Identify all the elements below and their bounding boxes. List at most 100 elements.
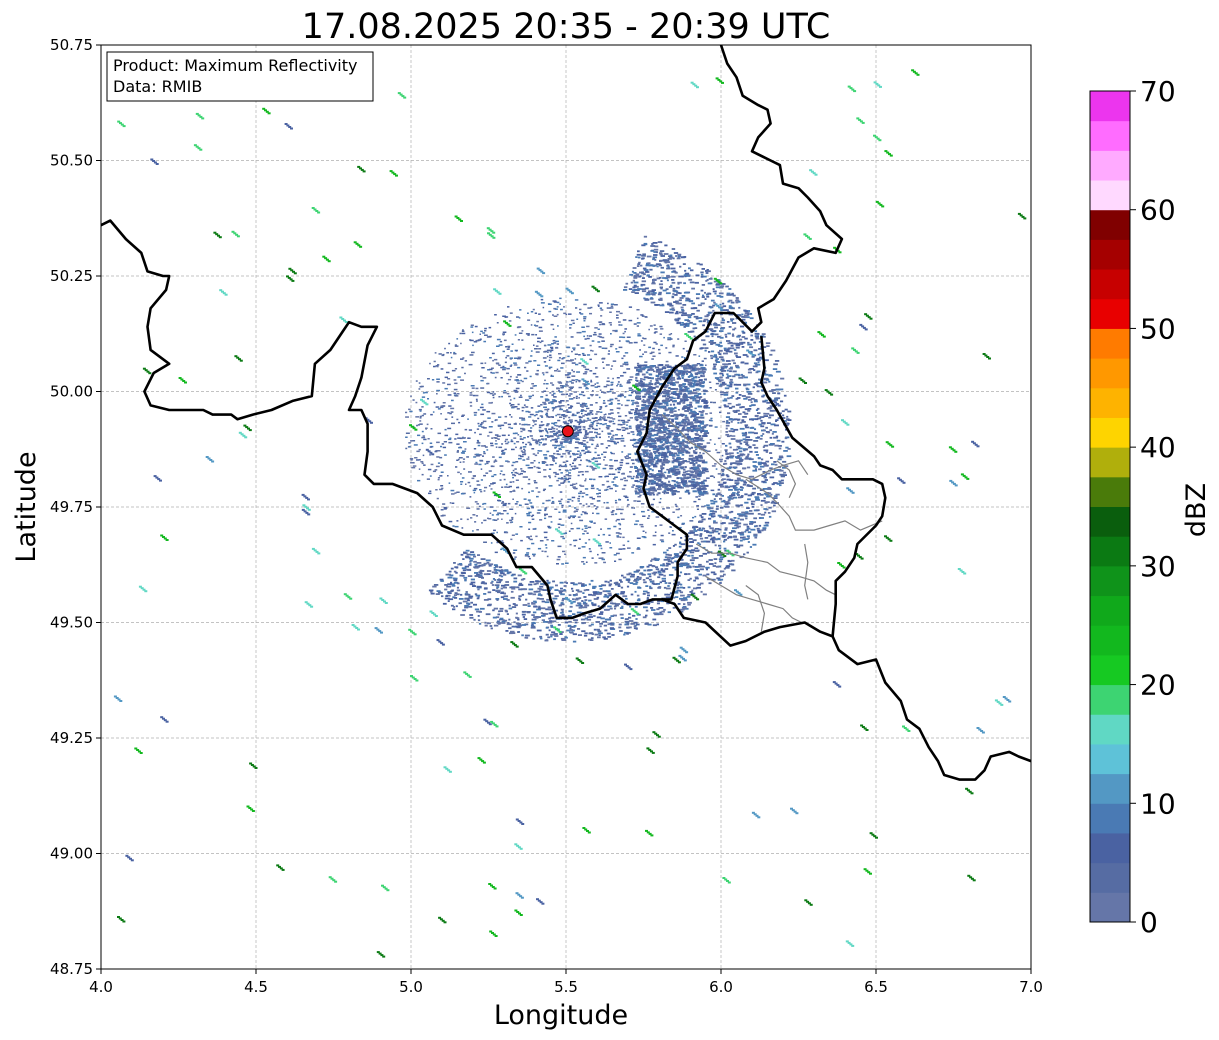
echo-pixel	[619, 607, 624, 609]
echo-pixel	[560, 608, 564, 611]
echo-pixel	[683, 426, 686, 428]
echo-pixel	[638, 370, 643, 373]
echo-pixel	[532, 394, 534, 397]
echo-pixel	[573, 434, 577, 437]
echo-pixel	[546, 387, 548, 390]
echo-pixel	[679, 589, 682, 592]
echo-pixel	[565, 449, 569, 452]
echo-pixel	[519, 526, 523, 528]
echo-pixel	[687, 406, 691, 409]
echo-pixel	[744, 314, 749, 317]
echo-pixel	[670, 333, 673, 335]
echo-pixel	[418, 448, 421, 451]
echo-pixel	[461, 527, 464, 529]
echo-pixel	[653, 450, 656, 453]
echo-pixel	[690, 415, 694, 418]
echo-pixel	[532, 308, 535, 311]
echo-pixel	[679, 373, 682, 375]
echo-pixel	[453, 562, 456, 564]
echo-pixel	[473, 487, 478, 490]
echo-pixel	[622, 423, 626, 425]
echo-pixel	[609, 607, 613, 610]
echo-pixel	[569, 437, 572, 439]
echo-pixel	[669, 383, 674, 386]
echo-pixel	[636, 369, 639, 372]
echo-pixel	[682, 427, 685, 430]
echo-pixel	[447, 394, 452, 396]
echo-pixel	[683, 366, 688, 369]
echo-pixel	[650, 293, 654, 295]
echo-pixel	[661, 580, 667, 582]
echo-pixel	[617, 395, 620, 397]
echo-pixel	[741, 313, 744, 316]
echo-pixel	[711, 330, 716, 333]
echo-pixel	[576, 344, 580, 346]
echo-pixel	[582, 449, 585, 452]
echo-pixel	[721, 319, 726, 322]
echo-pixel	[571, 496, 576, 499]
echo-pixel	[453, 379, 457, 381]
echo-pixel	[548, 366, 553, 369]
echo-pixel	[589, 478, 593, 480]
echo-pixel	[649, 452, 653, 455]
echo-pixel	[783, 394, 787, 397]
echo-pixel	[507, 346, 510, 349]
echo-pixel	[487, 517, 489, 520]
echo-pixel	[554, 422, 558, 424]
echo-pixel	[715, 468, 718, 470]
echo-pixel	[640, 489, 644, 492]
echo-pixel	[636, 317, 639, 320]
echo-pixel	[656, 390, 659, 393]
echo-pixel	[578, 471, 581, 473]
echo-pixel	[442, 503, 446, 505]
echo-pixel	[656, 449, 660, 452]
echo-pixel	[557, 419, 561, 422]
echo-pixel	[680, 537, 683, 539]
echo-pixel	[646, 452, 649, 455]
echo-pixel	[648, 430, 652, 433]
echo-pixel	[619, 579, 622, 582]
echo-pixel	[502, 392, 507, 394]
echo-pixel	[595, 413, 598, 415]
echo-pixel	[770, 457, 773, 459]
echo-pixel	[539, 540, 544, 542]
echo-pixel	[501, 542, 505, 544]
echo-pixel	[692, 382, 696, 385]
echo-pixel	[671, 445, 675, 448]
echo-pixel	[513, 362, 517, 364]
echo-pixel	[602, 367, 605, 369]
echo-pixel	[694, 446, 699, 449]
echo-pixel	[673, 410, 677, 412]
echo-pixel	[733, 411, 738, 413]
echo-pixel	[676, 456, 681, 459]
echo-pixel	[583, 404, 587, 407]
echo-pixel	[710, 417, 713, 420]
echo-pixel	[472, 475, 476, 477]
echo-pixel	[673, 459, 678, 462]
echo-pixel	[565, 385, 569, 387]
echo-pixel	[659, 539, 664, 541]
echo-pixel	[566, 409, 569, 411]
echo-pixel	[433, 401, 436, 404]
echo-pixel	[578, 422, 581, 424]
echo-pixel	[610, 401, 613, 404]
echo-pixel	[741, 336, 746, 338]
echo-pixel	[640, 314, 644, 316]
echo-pixel	[649, 454, 653, 457]
echo-pixel	[499, 465, 504, 467]
echo-pixel	[723, 538, 728, 541]
echo-pixel	[575, 381, 578, 383]
echo-pixel	[518, 317, 521, 319]
echo-pixel	[614, 330, 618, 333]
echo-pixel	[577, 634, 583, 636]
echo-pixel	[736, 483, 739, 486]
echo-pixel	[481, 445, 485, 447]
echo-pixel	[459, 437, 463, 440]
echo-pixel	[642, 441, 648, 444]
echo-pixel	[618, 324, 621, 326]
echo-pixel	[563, 479, 566, 482]
echo-pixel	[510, 521, 514, 523]
echo-pixel	[659, 392, 663, 395]
echo-pixel	[650, 442, 656, 445]
echo-pixel	[508, 485, 512, 488]
